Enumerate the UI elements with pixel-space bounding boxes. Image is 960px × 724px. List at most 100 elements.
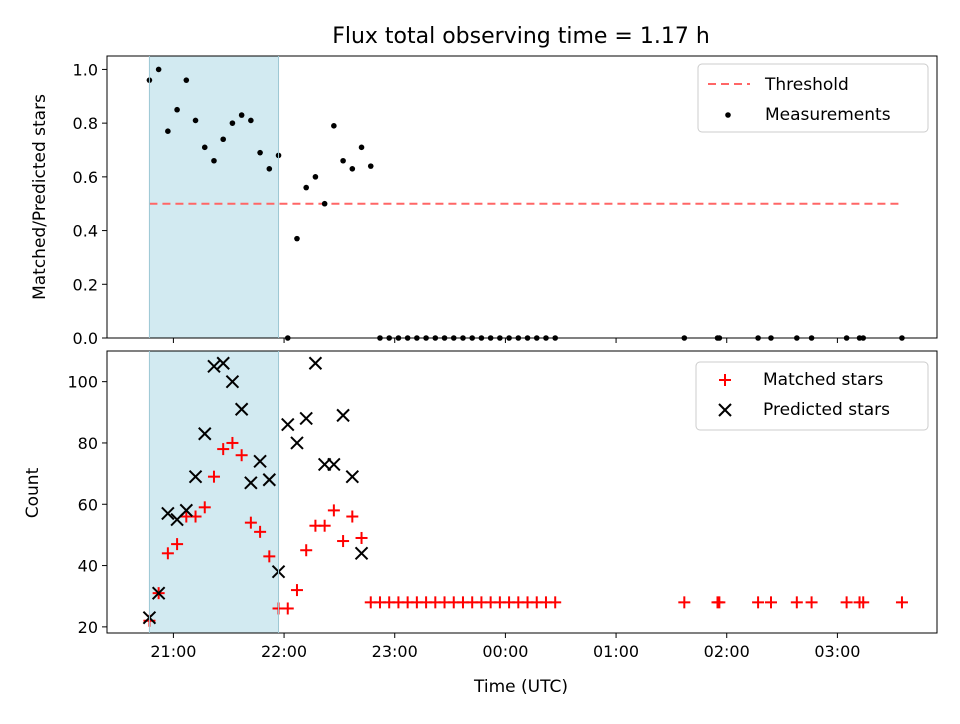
x-tick-label: 02:00 bbox=[704, 642, 750, 661]
predicted-star-point bbox=[281, 417, 295, 432]
top-y-tick-label: 0.4 bbox=[73, 222, 98, 241]
measurement-point bbox=[257, 149, 263, 156]
legend-matched-label: Matched stars bbox=[763, 370, 883, 390]
measurement-point bbox=[155, 66, 162, 73]
matched-star-point bbox=[226, 436, 239, 449]
measurement-point bbox=[183, 77, 190, 83]
predicted-star-point bbox=[225, 374, 240, 389]
measurement-point bbox=[266, 166, 273, 172]
top-shaded-interval bbox=[149, 56, 279, 338]
x-tick-label: 00:00 bbox=[482, 642, 528, 661]
top-y-tick-label: 0.0 bbox=[73, 329, 98, 348]
matched-star-point bbox=[327, 504, 340, 517]
predicted-star-stroke bbox=[262, 473, 277, 487]
predicted-star-stroke bbox=[290, 436, 304, 450]
predicted-star-point bbox=[345, 469, 360, 484]
measurement-point bbox=[192, 117, 199, 124]
predicted-star-stroke bbox=[244, 476, 258, 490]
matched-star-point bbox=[171, 538, 184, 551]
predicted-star-point bbox=[244, 476, 258, 490]
top-axes-frame bbox=[106, 55, 938, 339]
matched-star-point bbox=[805, 596, 818, 609]
x-tick-label: 21:00 bbox=[150, 642, 196, 661]
predicted-star-stroke bbox=[216, 356, 230, 370]
bottom-panel: 20 40 60 80 100 21:00 22:00 23:00 00:00 01:00 02:… bbox=[23, 350, 938, 697]
bottom-y-tick-label: 100 bbox=[67, 373, 98, 392]
bottom-shaded-interval bbox=[149, 351, 279, 633]
predicted-star-stroke bbox=[207, 359, 221, 374]
matched-star-point bbox=[300, 544, 313, 557]
bottom-legend-box bbox=[695, 361, 929, 431]
predicted-star-stroke bbox=[198, 427, 212, 441]
predicted-star-stroke bbox=[281, 417, 295, 432]
measurement-point bbox=[211, 157, 217, 164]
matched-star-point bbox=[346, 510, 359, 523]
measurement-point bbox=[248, 117, 254, 124]
measurement-point bbox=[340, 157, 346, 164]
bottom-y-ticks: 20 40 60 80 100 bbox=[67, 373, 107, 637]
bottom-y-tick-label: 40 bbox=[78, 557, 98, 576]
predicted-star-point bbox=[161, 506, 175, 521]
x-tick-label: 03:00 bbox=[814, 642, 860, 661]
predicted-star-stroke bbox=[354, 546, 369, 561]
predicted-star-points bbox=[142, 356, 369, 625]
top-legend-box bbox=[697, 63, 929, 133]
legend-threshold-label: Threshold bbox=[764, 75, 849, 95]
matched-star-point bbox=[318, 519, 331, 532]
bottom-legend: Matched stars Predicted stars bbox=[695, 361, 929, 431]
matched-star-point bbox=[355, 531, 368, 544]
predicted-star-stroke bbox=[161, 506, 175, 521]
matched-star-point bbox=[290, 584, 303, 597]
bottom-y-tick-label: 80 bbox=[78, 434, 98, 453]
top-y-axis-label: Matched/Predicted stars bbox=[30, 94, 50, 300]
matched-star-point bbox=[713, 596, 726, 609]
predicted-star-stroke bbox=[336, 408, 350, 423]
predicted-star-point bbox=[179, 503, 194, 518]
matched-star-point bbox=[244, 516, 257, 529]
matched-star-point bbox=[678, 596, 691, 609]
measurement-point bbox=[358, 144, 365, 151]
predicted-star-stroke bbox=[253, 454, 267, 469]
predicted-star-point bbox=[290, 436, 304, 450]
measurement-point bbox=[174, 106, 180, 113]
predicted-star-stroke bbox=[151, 586, 166, 600]
matched-star-point bbox=[790, 596, 803, 609]
top-y-tick-label: 0.2 bbox=[73, 275, 98, 294]
matched-star-point bbox=[337, 535, 350, 548]
measurement-point bbox=[349, 166, 356, 172]
matched-star-point bbox=[263, 550, 276, 563]
legend-matched-swatch bbox=[719, 374, 731, 386]
predicted-star-stroke bbox=[345, 469, 360, 484]
matched-star-point bbox=[161, 547, 174, 560]
measurement-point bbox=[331, 123, 337, 129]
matched-star-point bbox=[549, 596, 562, 609]
matched-star-point bbox=[217, 443, 230, 456]
top-chart-title: Flux total observing time = 1.17 h bbox=[332, 24, 710, 49]
matched-star-point bbox=[752, 596, 765, 609]
predicted-star-point bbox=[327, 457, 341, 472]
matched-star-point bbox=[235, 449, 248, 462]
measurement-point bbox=[321, 200, 328, 207]
measurement-point bbox=[294, 235, 300, 242]
predicted-star-point bbox=[336, 408, 350, 423]
bottom-y-tick-label: 20 bbox=[78, 618, 98, 637]
bottom-y-axis-label: Count bbox=[23, 467, 43, 518]
x-tick-label: 01:00 bbox=[593, 642, 639, 661]
measurement-point bbox=[201, 144, 208, 151]
x-tick-label: 23:00 bbox=[372, 642, 418, 661]
legend-measurements-label: Measurements bbox=[765, 105, 891, 125]
predicted-star-stroke bbox=[179, 503, 194, 518]
matched-star-point bbox=[895, 596, 908, 609]
predicted-star-point bbox=[234, 402, 249, 416]
predicted-star-stroke bbox=[188, 469, 203, 484]
predicted-star-stroke bbox=[308, 356, 323, 370]
measurement-point bbox=[367, 163, 374, 169]
bottom-axes-frame bbox=[106, 350, 938, 634]
matched-star-point bbox=[281, 602, 294, 615]
predicted-star-point bbox=[262, 473, 277, 487]
legend-predicted-swatch bbox=[718, 403, 732, 417]
legend-measurements-swatch bbox=[725, 112, 731, 118]
matched-star-point bbox=[254, 525, 267, 538]
predicted-star-point bbox=[198, 427, 212, 441]
x-axis-label: Time (UTC) bbox=[473, 677, 568, 697]
